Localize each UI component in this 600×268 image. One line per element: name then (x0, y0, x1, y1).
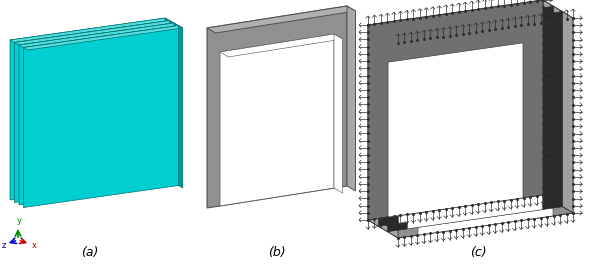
Polygon shape (220, 34, 334, 206)
Polygon shape (179, 25, 183, 188)
Polygon shape (23, 25, 183, 50)
Text: z: z (2, 240, 7, 250)
Polygon shape (398, 18, 573, 238)
Polygon shape (368, 0, 573, 43)
Polygon shape (368, 0, 543, 220)
Polygon shape (407, 55, 542, 229)
Polygon shape (543, 0, 573, 213)
Polygon shape (14, 20, 170, 203)
Polygon shape (170, 20, 174, 183)
Polygon shape (388, 43, 523, 217)
Polygon shape (368, 195, 573, 238)
Polygon shape (379, 6, 554, 226)
Polygon shape (368, 25, 398, 238)
Polygon shape (19, 23, 178, 47)
Polygon shape (207, 6, 347, 208)
Polygon shape (220, 34, 343, 57)
Text: (a): (a) (82, 246, 98, 259)
Text: x: x (32, 240, 37, 250)
Polygon shape (398, 49, 533, 224)
Polygon shape (165, 18, 169, 181)
Polygon shape (418, 61, 553, 235)
Text: (b): (b) (268, 246, 286, 259)
Text: (c): (c) (470, 246, 487, 259)
Text: y: y (17, 216, 22, 225)
Polygon shape (347, 6, 355, 191)
Polygon shape (19, 23, 174, 205)
Polygon shape (207, 6, 355, 33)
Polygon shape (23, 25, 179, 207)
Polygon shape (388, 12, 563, 232)
Polygon shape (388, 43, 553, 80)
Polygon shape (174, 23, 178, 185)
Polygon shape (14, 20, 174, 45)
Polygon shape (10, 18, 169, 43)
Polygon shape (10, 18, 165, 200)
Polygon shape (334, 34, 343, 193)
